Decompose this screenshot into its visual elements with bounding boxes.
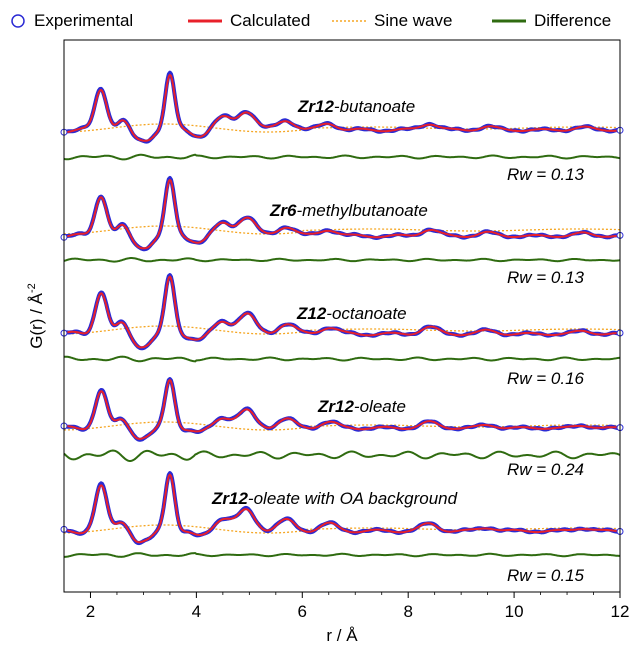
panel-title-bold-4: Zr12: [317, 397, 354, 416]
rw-label-3: Rw = 0.16: [507, 369, 585, 388]
sine-wave-curve-2: [63, 225, 621, 235]
x-tick-label-6: 6: [298, 602, 307, 621]
panel-title-bold-1: Zr12: [297, 97, 334, 116]
legend: Experimental Calculated Sine wave Differenc…: [0, 6, 630, 36]
x-tick-label-10: 10: [505, 602, 524, 621]
panel-title-rest-5: -oleate with OA background: [248, 489, 458, 508]
sine-wave-curve-1: [63, 123, 621, 133]
sine-wave-curve-5: [63, 524, 621, 534]
y-axis-label: G(r) / Å-2: [26, 283, 46, 349]
difference-curve-2: [63, 257, 621, 263]
calculated-curve-1: [64, 73, 621, 142]
legend-label-diff: Difference: [534, 11, 612, 30]
panel-title-bold-5: Zr12: [211, 489, 248, 508]
legend-item-diff: Difference: [492, 6, 611, 36]
x-axis-label: r / Å: [326, 626, 358, 645]
x-axis-ticks: 2 4 6 8 10 12: [86, 592, 630, 621]
legend-item-calc: Calculated: [188, 6, 310, 36]
calculated-curve-4: [64, 379, 621, 440]
difference-curve-5: [64, 552, 620, 558]
legend-swatch-sine: [332, 20, 366, 22]
y-axis-label-sup: -2: [26, 283, 38, 293]
plot-area: [60, 70, 624, 558]
y-axis-label-main: G(r) / Å: [27, 292, 46, 348]
legend-label-sine: Sine wave: [374, 11, 453, 30]
x-tick-label-12: 12: [611, 602, 630, 621]
panel-title-rest-2: -methylbutanoate: [296, 201, 427, 220]
difference-curve-1: [63, 153, 621, 161]
calculated-curve-2: [63, 178, 621, 250]
panel-title-rest-4: -oleate: [354, 397, 406, 416]
panel-title-bold-2: Zr6: [269, 201, 297, 220]
sine-wave-curve-3: [63, 325, 621, 335]
calculated-curve-5: [63, 473, 621, 544]
legend-swatch-diff: [492, 19, 526, 23]
rw-label-4: Rw = 0.24: [507, 460, 584, 479]
calculated-curve-3: [63, 275, 620, 349]
panel-title-bold-3: Z12: [296, 304, 327, 323]
x-tick-label-2: 2: [86, 602, 95, 621]
x-tick-label-4: 4: [192, 602, 201, 621]
panel-title-2: Zr6-methylbutanoate: [269, 201, 428, 220]
difference-curve-4: [63, 449, 621, 462]
legend-label-calc: Calculated: [230, 11, 311, 30]
rw-label-1: Rw = 0.13: [507, 165, 585, 184]
legend-item-sine: Sine wave: [332, 6, 452, 36]
rw-label-5: Rw = 0.15: [507, 566, 585, 585]
panel-title-rest-3: -octanoate: [326, 304, 406, 323]
plot-frame: [63, 39, 621, 593]
difference-curve-3: [63, 355, 621, 363]
panel-title-3: Z12-octanoate: [296, 304, 407, 323]
panel-title-1: Zr12-butanoate: [297, 97, 415, 116]
rw-label-2: Rw = 0.13: [507, 268, 585, 287]
panel-title-4: Zr12-oleate: [317, 397, 406, 416]
legend-item-exp: Experimental: [10, 6, 133, 36]
panel-title-5: Zr12-oleate with OA background: [211, 489, 458, 508]
x-tick-label-8: 8: [403, 602, 412, 621]
panel-title-rest-1: -butanoate: [334, 97, 415, 116]
legend-swatch-calc: [188, 19, 222, 23]
legend-swatch-exp: [11, 14, 25, 28]
legend-label-exp: Experimental: [34, 11, 134, 30]
